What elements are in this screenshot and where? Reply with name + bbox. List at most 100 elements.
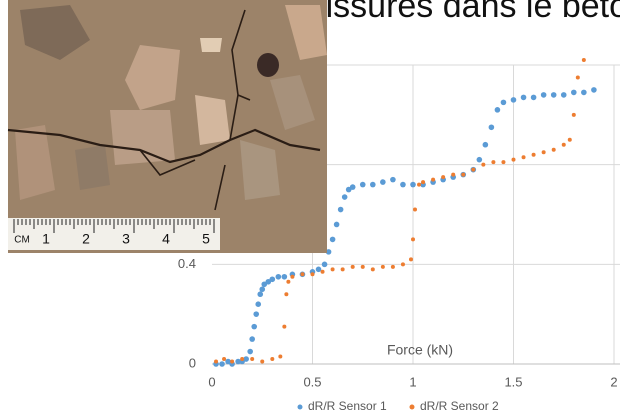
point <box>411 237 415 241</box>
point <box>286 280 290 284</box>
point <box>361 265 365 269</box>
point <box>270 276 276 282</box>
point <box>284 292 288 296</box>
page: Microfissures dans le béton 00.40.81.200… <box>0 0 620 415</box>
point <box>572 113 576 117</box>
point <box>401 262 405 266</box>
stone <box>200 38 222 52</box>
point <box>255 301 261 307</box>
point <box>481 163 485 167</box>
point <box>338 207 344 213</box>
point <box>247 349 253 355</box>
point <box>370 182 376 188</box>
ruler-label: 5 <box>202 231 210 247</box>
point <box>251 324 257 330</box>
point <box>351 265 355 269</box>
point <box>461 173 465 177</box>
y-tick-label: 0 <box>189 355 196 370</box>
point <box>257 291 263 297</box>
point <box>441 175 445 179</box>
point <box>413 208 417 212</box>
point <box>511 97 517 103</box>
point <box>381 265 385 269</box>
ruler-label: 2 <box>82 231 90 247</box>
ruler-label: CM <box>14 235 30 246</box>
point <box>282 325 286 329</box>
point <box>409 257 413 261</box>
ruler-label: 3 <box>122 231 130 247</box>
point <box>451 173 455 177</box>
point <box>330 237 336 243</box>
point <box>582 58 586 62</box>
point <box>334 222 340 228</box>
point <box>380 179 386 185</box>
point <box>390 177 396 183</box>
point <box>311 272 315 276</box>
point <box>391 265 395 269</box>
point <box>483 142 489 148</box>
point <box>243 356 249 362</box>
point <box>276 274 282 280</box>
point <box>350 184 356 190</box>
legend-marker <box>298 405 303 410</box>
point <box>282 274 288 280</box>
point <box>521 95 527 101</box>
point <box>214 360 218 364</box>
point <box>512 158 516 162</box>
x-tick-label: 2 <box>610 374 617 389</box>
point <box>322 262 328 268</box>
point <box>270 357 274 361</box>
point <box>562 143 566 147</box>
point <box>541 92 547 98</box>
point <box>576 75 580 79</box>
point <box>230 360 234 364</box>
point <box>571 90 577 96</box>
legend-marker <box>410 405 415 410</box>
point <box>259 286 265 292</box>
ruler-label: 4 <box>162 231 170 247</box>
x-tick-label: 0 <box>208 374 215 389</box>
point <box>552 148 556 152</box>
point <box>341 267 345 271</box>
x-tick-label: 1 <box>409 374 416 389</box>
point <box>240 357 244 361</box>
point <box>417 183 421 187</box>
point <box>591 87 597 93</box>
point <box>290 275 294 279</box>
point <box>250 357 254 361</box>
point <box>491 160 495 164</box>
point <box>542 150 546 154</box>
stone <box>75 145 110 190</box>
photo: CM 1 2 3 4 5 <box>8 0 327 253</box>
point <box>321 270 325 274</box>
point <box>222 357 226 361</box>
point <box>532 153 536 157</box>
y-tick-label: 0.4 <box>178 256 196 271</box>
point <box>471 168 475 172</box>
point <box>331 267 335 271</box>
point <box>477 157 483 163</box>
point <box>495 107 501 113</box>
ruler-label: 1 <box>42 231 50 247</box>
stone <box>257 53 279 77</box>
stone <box>195 95 230 145</box>
point <box>360 182 366 188</box>
x-tick-label: 1.5 <box>504 374 522 389</box>
point <box>371 267 375 271</box>
point <box>253 311 259 317</box>
point <box>568 138 572 142</box>
point <box>561 92 567 98</box>
point <box>342 194 348 200</box>
slide: Microfissures dans le béton 00.40.81.200… <box>0 0 620 415</box>
point <box>531 95 537 101</box>
x-tick-label: 0.5 <box>303 374 321 389</box>
point <box>400 182 406 188</box>
point <box>410 182 416 188</box>
point <box>581 90 587 96</box>
point <box>278 355 282 359</box>
x-axis-label: Force (kN) <box>387 342 453 358</box>
legend-label: dR/R Sensor 1 <box>308 399 387 413</box>
point <box>249 336 255 342</box>
stone <box>110 110 175 165</box>
legend-label: dR/R Sensor 2 <box>420 399 499 413</box>
